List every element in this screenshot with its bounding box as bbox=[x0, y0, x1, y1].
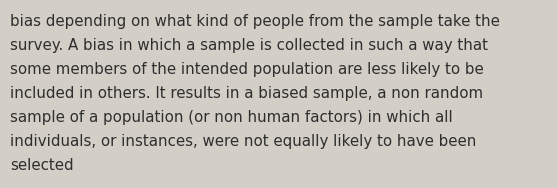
Text: survey. A bias in which a sample is collected in such a way that: survey. A bias in which a sample is coll… bbox=[10, 38, 488, 53]
Text: selected: selected bbox=[10, 158, 74, 173]
Text: bias depending on what kind of people from the sample take the: bias depending on what kind of people fr… bbox=[10, 14, 500, 29]
Text: individuals, or instances, were not equally likely to have been: individuals, or instances, were not equa… bbox=[10, 134, 477, 149]
Text: included in others. It results in a biased sample, a non random: included in others. It results in a bias… bbox=[10, 86, 483, 101]
Text: sample of a population (or non human factors) in which all: sample of a population (or non human fac… bbox=[10, 110, 453, 125]
Text: some members of the intended population are less likely to be: some members of the intended population … bbox=[10, 62, 484, 77]
